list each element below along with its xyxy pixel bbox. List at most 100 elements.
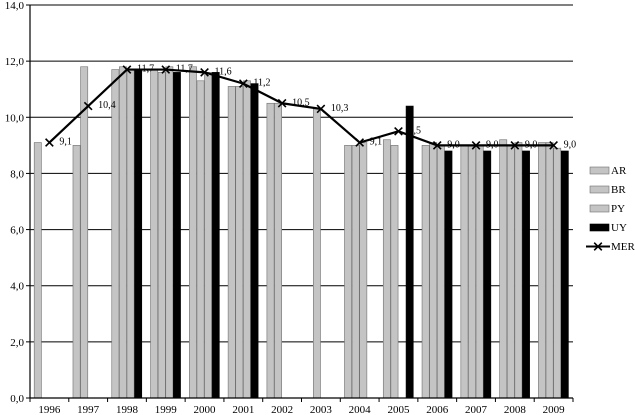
bar-uy — [211, 72, 220, 399]
point-marker — [432, 140, 442, 150]
point-marker — [316, 104, 326, 114]
bar-br — [390, 145, 399, 399]
bar-br — [351, 145, 360, 399]
legend: AR BR PY UY MER — [586, 165, 635, 253]
axes — [29, 5, 573, 399]
legend-label-mer: MER — [611, 241, 635, 253]
bars — [33, 66, 569, 399]
bar-ar — [111, 69, 120, 399]
bar-br — [157, 72, 166, 399]
bar-py — [165, 66, 174, 399]
x-tick-label: 1999 — [155, 404, 178, 415]
y-tick-label: 4,0 — [10, 281, 24, 293]
bar-uy — [444, 150, 453, 399]
data-label: 10,3 — [331, 103, 349, 114]
x-tick-label: 2004 — [349, 404, 372, 415]
bar-br — [468, 145, 476, 399]
legend-swatch-br — [589, 185, 610, 194]
bar-ar — [382, 139, 391, 399]
x-tick-label: 2007 — [465, 404, 488, 415]
y-tick-label: 12,0 — [5, 56, 25, 68]
bar-br — [545, 142, 554, 399]
bar-br — [312, 108, 321, 399]
bar-uy — [134, 69, 143, 399]
point-marker — [161, 65, 171, 74]
y-tick-label: 0,0 — [10, 393, 24, 405]
x-axis-ticks: 1996 1997 1998 1999 2000 2001 2002 2003 2004 2005… — [29, 398, 574, 415]
bar-br — [80, 66, 89, 399]
mer-line — [45, 65, 558, 150]
bar-py — [126, 69, 135, 399]
point-marker — [471, 140, 481, 150]
bar-py — [359, 142, 368, 399]
bar-br — [235, 86, 244, 399]
legend-marker-icon — [593, 242, 603, 251]
point-marker — [549, 140, 558, 150]
bar-py — [553, 147, 562, 399]
legend-label-br: BR — [611, 184, 626, 196]
bar-ar — [33, 142, 42, 399]
bar-ar — [421, 145, 430, 399]
data-label: 9,1 — [370, 137, 383, 148]
bar-py — [514, 142, 523, 399]
point-marker — [122, 65, 132, 74]
bar-ar — [538, 142, 546, 399]
x-tick-label: 2009 — [543, 404, 566, 415]
x-tick-label: 2008 — [504, 404, 527, 415]
bar-br — [119, 66, 127, 399]
bar-ar — [499, 139, 508, 399]
data-label: 10,4 — [98, 100, 116, 111]
legend-label-ar: AR — [611, 165, 627, 177]
legend-label-py: PY — [611, 203, 625, 215]
gridlines — [30, 4, 573, 343]
bar-uy — [405, 105, 414, 399]
x-tick-label: 1997 — [77, 404, 100, 415]
bar-ar — [150, 69, 159, 399]
legend-swatch-uy — [589, 223, 610, 232]
point-marker — [355, 138, 365, 147]
bar-py — [436, 145, 445, 399]
bar-ar — [460, 145, 469, 399]
y-tick-label: 6,0 — [10, 225, 24, 237]
x-tick-label: 2003 — [310, 404, 333, 415]
bar-uy — [522, 150, 530, 399]
data-label: 9,1 — [59, 137, 71, 148]
bar-ar — [189, 66, 197, 399]
legend-swatch-ar — [589, 166, 610, 175]
bar-uy — [250, 83, 259, 399]
bar-ar — [344, 145, 352, 399]
series-line-mer — [48, 68, 554, 147]
bar-br — [274, 102, 283, 399]
bar-ar — [227, 86, 236, 399]
y-tick-label: 8,0 — [10, 168, 24, 180]
x-tick-label: 2001 — [232, 404, 254, 415]
bar-py — [204, 72, 213, 399]
x-tick-label: 1998 — [116, 404, 139, 415]
y-axis-ticks: 0,0 2,0 4,0 6,0 8,0 10,0 12,0 14,0 — [5, 0, 30, 405]
data-label: 11,2 — [253, 78, 270, 89]
data-label: 10,5 — [292, 97, 310, 108]
bar-uy — [560, 150, 569, 399]
x-tick-label: 2005 — [387, 404, 410, 415]
bar-br — [506, 145, 515, 399]
legend-swatch-py — [589, 204, 610, 213]
data-label: 11,7 — [137, 64, 154, 75]
point-marker — [510, 140, 520, 150]
legend-label-uy: UY — [611, 222, 627, 234]
data-label: 9,5 — [408, 125, 421, 136]
bar-ar — [72, 145, 81, 399]
data-label: 9,0 — [447, 139, 460, 150]
y-tick-label: 14,0 — [5, 0, 25, 12]
point-marker — [45, 138, 54, 147]
bar-py — [243, 80, 251, 399]
point-marker — [238, 79, 248, 88]
data-label: 9,0 — [525, 139, 538, 150]
bar-uy — [173, 72, 181, 399]
bar-br — [196, 80, 205, 399]
bar-ar — [266, 102, 275, 399]
x-tick-label: 2000 — [194, 404, 217, 415]
y-tick-label: 10,0 — [5, 112, 25, 124]
bar-py — [475, 145, 484, 399]
point-marker — [394, 126, 403, 136]
